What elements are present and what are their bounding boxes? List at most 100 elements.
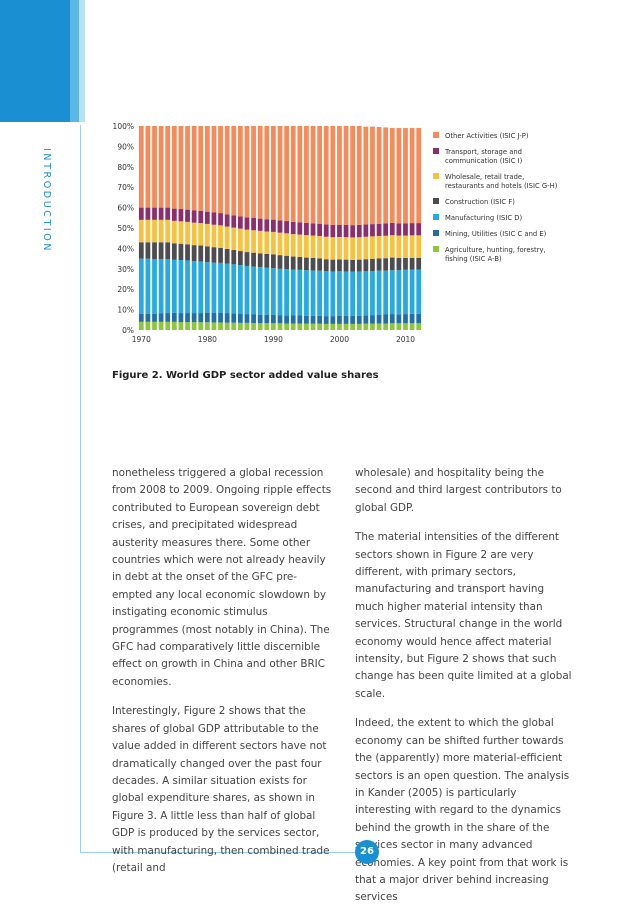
bar-segment <box>191 313 197 323</box>
bar-segment <box>290 256 296 270</box>
bar-segment <box>165 242 171 260</box>
bar-segment <box>310 235 316 258</box>
bar-segment <box>403 128 408 224</box>
bar-segment <box>356 315 362 324</box>
bar-segment <box>218 322 223 330</box>
header-stripe-light <box>79 0 85 122</box>
bar-segment <box>231 313 237 323</box>
bar-segment <box>376 323 382 330</box>
bar-segment <box>356 323 362 330</box>
bar-segment <box>277 126 283 221</box>
bar-segment <box>356 126 362 225</box>
bar-segment <box>237 313 243 323</box>
bar-segment <box>211 126 217 213</box>
bar-segment <box>171 126 177 209</box>
bar-segment <box>370 323 375 330</box>
bar-segment <box>158 313 164 322</box>
bar-segment <box>297 323 303 330</box>
bar-segment <box>204 223 210 247</box>
bar-segment <box>277 268 283 316</box>
bar-segment <box>337 236 342 260</box>
header-stripe-mid <box>70 0 79 122</box>
figure-caption: Figure 2. World GDP sector added value s… <box>112 370 379 381</box>
bar-segment <box>370 236 375 259</box>
bar-segment <box>152 207 157 220</box>
bar-segment <box>138 207 144 220</box>
bar-segment <box>323 259 329 272</box>
bar-segment <box>145 219 151 243</box>
bar-segment <box>370 315 375 324</box>
bar-segment <box>323 271 329 317</box>
bar-segment <box>244 322 250 330</box>
bar-segment <box>152 126 157 208</box>
bar-segment <box>363 259 369 272</box>
bar-segment <box>257 323 263 330</box>
bar-segment <box>416 323 422 330</box>
bar-segment <box>145 126 151 208</box>
bar-segment <box>350 271 356 316</box>
legend-swatch <box>433 173 439 179</box>
bar-segment <box>244 126 250 218</box>
bar-segment <box>158 242 164 260</box>
bar-segment <box>323 316 329 324</box>
bar-segment <box>185 221 190 245</box>
bar-segment <box>290 234 296 257</box>
bar-segment <box>145 321 151 330</box>
bar-segment <box>277 255 283 269</box>
legend-label: Wholesale, retail trade, <box>445 173 524 181</box>
bar-segment <box>224 263 230 314</box>
legend-swatch <box>433 148 439 154</box>
bar-segment <box>403 257 408 270</box>
x-tick-label: 1990 <box>264 335 283 344</box>
bar-segment <box>297 222 303 235</box>
bar-segment <box>389 270 395 315</box>
bar-segment <box>297 315 303 324</box>
bar-segment <box>317 323 323 330</box>
bar-segment <box>396 223 402 236</box>
bar-segment <box>363 271 369 316</box>
bar-segment <box>389 222 395 236</box>
bar-segment <box>224 214 230 227</box>
bar-segment <box>231 227 237 251</box>
bar-segment <box>310 126 316 224</box>
bar-segment <box>251 266 256 315</box>
bar-segment <box>257 230 263 254</box>
legend-label: Mining, Utilities (ISIC C and E) <box>445 230 547 238</box>
bar-segment <box>290 323 296 330</box>
bar-segment <box>211 247 217 263</box>
bar-segment <box>257 314 263 324</box>
bar-segment <box>237 228 243 252</box>
bar-segment <box>178 126 184 210</box>
bar-segment <box>244 252 250 266</box>
bar-segment <box>277 232 283 256</box>
bar-segment <box>178 209 184 222</box>
x-tick-label: 2010 <box>396 335 415 344</box>
bar-segment <box>244 265 250 315</box>
bar-segment <box>271 268 276 315</box>
bar-segment <box>264 314 270 324</box>
bar-segment <box>416 223 422 236</box>
bar-segment <box>185 126 190 210</box>
margin-rule <box>80 125 81 853</box>
bar-segment <box>337 259 342 272</box>
paragraph: Indeed, the extent to which the global e… <box>355 717 570 904</box>
y-tick-label: 20% <box>117 285 134 294</box>
bar-segment <box>264 231 270 254</box>
bar-segment <box>138 258 144 314</box>
bar-segment <box>403 323 408 330</box>
right-column: wholesale) and hospitality being the sec… <box>355 465 575 919</box>
bar-segment <box>363 315 369 324</box>
bar-segment <box>264 126 270 220</box>
legend-label: Agriculture, hunting, forestry, <box>445 246 546 254</box>
bar-segment <box>231 215 237 228</box>
bar-segment <box>138 313 144 322</box>
y-tick-label: 50% <box>117 224 134 233</box>
bar-segment <box>165 219 171 243</box>
bar-segment <box>376 223 382 236</box>
y-tick-label: 30% <box>117 265 134 274</box>
bar-segment <box>158 126 164 208</box>
bar-segment <box>145 258 151 314</box>
bar-segment <box>297 256 303 270</box>
bar-segment <box>343 224 349 238</box>
bar-segment <box>191 126 197 211</box>
